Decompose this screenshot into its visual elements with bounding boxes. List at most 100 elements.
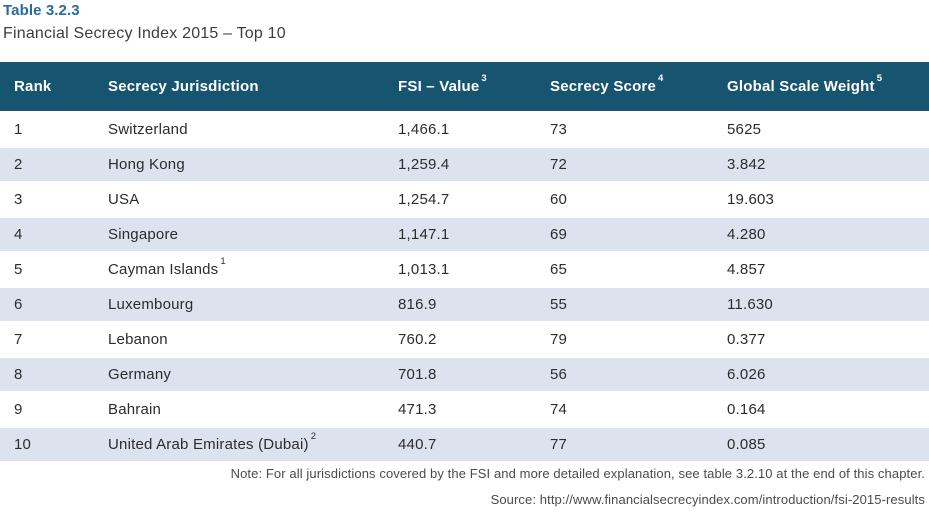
table-header: Rank Secrecy Jurisdiction FSI – Value 3 S… — [0, 62, 929, 111]
cell-jurisdiction: Lebanon — [94, 323, 384, 356]
cell-jurisdiction: Singapore — [94, 218, 384, 251]
cell-rank: 5 — [0, 253, 94, 286]
footer-notes: Note: For all jurisdictions covered by t… — [0, 466, 929, 509]
cell-fsi-value: 1,466.1 — [384, 113, 536, 146]
cell-secrecy-score: 79 — [536, 323, 713, 356]
footnote-marker — [185, 151, 187, 162]
cell-fsi-value: 1,259.4 — [384, 148, 536, 181]
cell-jurisdiction: Bahrain — [94, 393, 384, 426]
table-row: 9 Bahrain 471.3 74 0.164 — [0, 393, 929, 426]
jurisdiction-name: Germany — [108, 366, 172, 383]
table-row: 7 Lebanon 760.2 79 0.377 — [0, 323, 929, 356]
title-block: Table 3.2.3 Financial Secrecy Index 2015… — [0, 0, 929, 43]
table-note: Note: For all jurisdictions covered by t… — [230, 466, 925, 481]
cell-secrecy-score: 72 — [536, 148, 713, 181]
cell-global-scale-weight: 4.857 — [713, 253, 929, 286]
jurisdiction-name: Lebanon — [108, 331, 168, 348]
cell-fsi-value: 440.7 — [384, 428, 536, 461]
cell-secrecy-score: 55 — [536, 288, 713, 321]
header-label-rank: Rank — [14, 78, 52, 95]
header-cell-fsi-value: FSI – Value 3 — [384, 62, 536, 111]
jurisdiction-name: Cayman Islands — [108, 261, 219, 278]
jurisdiction-name: Singapore — [108, 226, 179, 243]
cell-global-scale-weight: 0.164 — [713, 393, 929, 426]
cell-jurisdiction: Hong Kong — [94, 148, 384, 181]
cell-jurisdiction: United Arab Emirates (Dubai) 2 — [94, 428, 384, 461]
footnote-marker — [161, 396, 163, 407]
table-row: 2 Hong Kong 1,259.4 72 3.842 — [0, 148, 929, 181]
header-label-secrecy-score: Secrecy Score — [550, 78, 657, 95]
jurisdiction-name: Bahrain — [108, 401, 162, 418]
jurisdiction-name: USA — [108, 191, 140, 208]
cell-rank: 2 — [0, 148, 94, 181]
table-row: 1 Switzerland 1,466.1 73 5625 — [0, 113, 929, 146]
table-title: Financial Secrecy Index 2015 – Top 10 — [3, 25, 286, 42]
table-row: 10 United Arab Emirates (Dubai) 2 440.7 7… — [0, 428, 929, 461]
header-cell-global-scale-weight: Global Scale Weight 5 — [713, 62, 929, 111]
jurisdiction-name: United Arab Emirates (Dubai) — [108, 436, 309, 453]
cell-secrecy-score: 56 — [536, 358, 713, 391]
cell-fsi-value: 701.8 — [384, 358, 536, 391]
cell-rank: 1 — [0, 113, 94, 146]
cell-rank: 4 — [0, 218, 94, 251]
footnote-marker — [168, 326, 170, 337]
cell-global-scale-weight: 0.377 — [713, 323, 929, 356]
header-row: Rank Secrecy Jurisdiction FSI – Value 3 S… — [0, 62, 929, 111]
header-cell-secrecy-score: Secrecy Score 4 — [536, 62, 713, 111]
cell-rank: 8 — [0, 358, 94, 391]
cell-secrecy-score: 74 — [536, 393, 713, 426]
table-row: 4 Singapore 1,147.1 69 4.280 — [0, 218, 929, 251]
cell-global-scale-weight: 5625 — [713, 113, 929, 146]
footnote-marker: 5 — [876, 73, 883, 84]
cell-jurisdiction: USA — [94, 183, 384, 216]
cell-fsi-value: 471.3 — [384, 393, 536, 426]
header-cell-jurisdiction: Secrecy Jurisdiction — [94, 62, 384, 111]
table-row: 6 Luxembourg 816.9 55 11.630 — [0, 288, 929, 321]
jurisdiction-name: Luxembourg — [108, 296, 194, 313]
cell-fsi-value: 1,147.1 — [384, 218, 536, 251]
cell-jurisdiction: Germany — [94, 358, 384, 391]
cell-fsi-value: 1,013.1 — [384, 253, 536, 286]
cell-rank: 6 — [0, 288, 94, 321]
cell-global-scale-weight: 19.603 — [713, 183, 929, 216]
cell-secrecy-score: 73 — [536, 113, 713, 146]
cell-rank: 9 — [0, 393, 94, 426]
table-body: 1 Switzerland 1,466.1 73 5625 2 Hong Kon… — [0, 113, 929, 461]
cell-jurisdiction: Switzerland — [94, 113, 384, 146]
header-cell-rank: Rank — [0, 62, 94, 111]
table-number-label: Table 3.2.3 — [3, 2, 80, 19]
cell-secrecy-score: 65 — [536, 253, 713, 286]
cell-rank: 7 — [0, 323, 94, 356]
cell-global-scale-weight: 3.842 — [713, 148, 929, 181]
cell-rank: 3 — [0, 183, 94, 216]
cell-global-scale-weight: 4.280 — [713, 218, 929, 251]
header-label-jurisdiction: Secrecy Jurisdiction — [108, 78, 259, 95]
cell-fsi-value: 816.9 — [384, 288, 536, 321]
table-row: 3 USA 1,254.7 60 19.603 — [0, 183, 929, 216]
footnote-marker: 2 — [310, 431, 317, 442]
cell-global-scale-weight: 11.630 — [713, 288, 929, 321]
table-row: 5 Cayman Islands 1 1,013.1 65 4.857 — [0, 253, 929, 286]
jurisdiction-name: Hong Kong — [108, 156, 185, 173]
footnote-marker — [139, 186, 141, 197]
cell-secrecy-score: 60 — [536, 183, 713, 216]
cell-global-scale-weight: 0.085 — [713, 428, 929, 461]
footnote-marker: 4 — [658, 73, 664, 84]
table-source: Source: http://www.financialsecrecyindex… — [490, 492, 925, 508]
cell-fsi-value: 1,254.7 — [384, 183, 536, 216]
cell-secrecy-score: 69 — [536, 218, 713, 251]
cell-fsi-value: 760.2 — [384, 323, 536, 356]
fsi-table: Rank Secrecy Jurisdiction FSI – Value 3 S… — [0, 60, 929, 463]
footnote-marker — [193, 291, 195, 302]
cell-jurisdiction: Luxembourg — [94, 288, 384, 321]
cell-jurisdiction: Cayman Islands 1 — [94, 253, 384, 286]
cell-secrecy-score: 77 — [536, 428, 713, 461]
table-row: 8 Germany 701.8 56 6.026 — [0, 358, 929, 391]
footnote-marker: 3 — [481, 73, 487, 84]
header-label-fsi-value: FSI – Value — [398, 78, 480, 95]
footnote-marker — [188, 116, 190, 127]
footnote-marker — [178, 221, 180, 232]
footnote-marker: 1 — [220, 256, 226, 267]
header-label-global-scale-weight: Global Scale Weight — [727, 78, 875, 95]
jurisdiction-name: Switzerland — [108, 121, 188, 138]
